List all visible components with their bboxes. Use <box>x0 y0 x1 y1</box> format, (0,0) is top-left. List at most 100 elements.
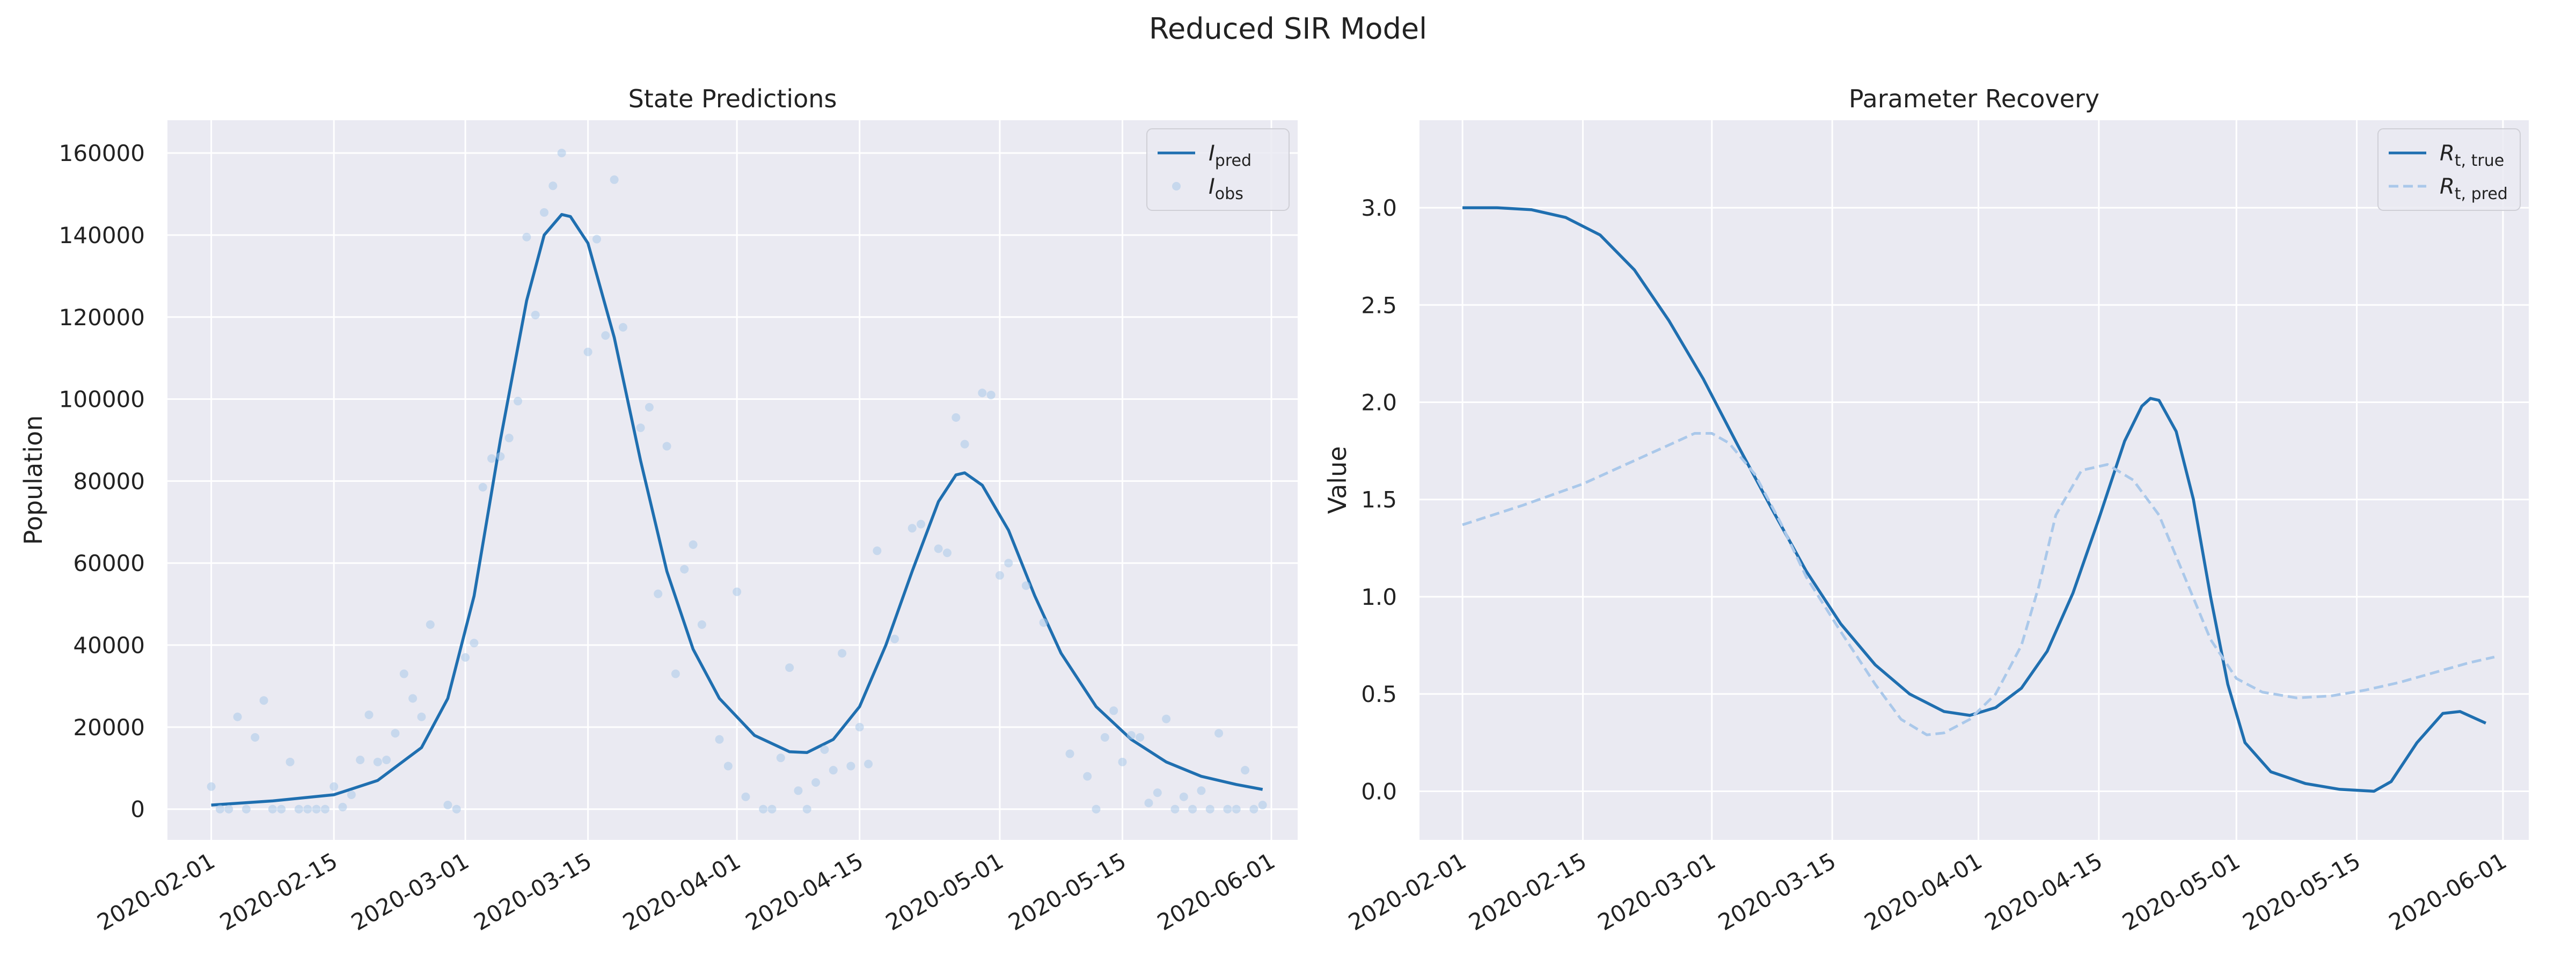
obs-point <box>382 756 391 764</box>
obs-point <box>864 759 873 769</box>
obs-point <box>741 792 750 801</box>
obs-point <box>373 757 382 766</box>
obs-point <box>233 712 242 721</box>
obs-point <box>689 540 698 549</box>
obs-point <box>470 639 479 648</box>
legend-label: Rt, pred <box>2440 174 2508 203</box>
obs-point <box>759 804 768 814</box>
obs-point <box>811 778 821 787</box>
obs-point <box>802 804 811 814</box>
obs-point <box>995 571 1004 580</box>
y-tick-label: 40000 <box>73 632 145 658</box>
obs-point <box>645 402 654 412</box>
obs-point <box>697 620 706 629</box>
obs-point <box>1249 804 1258 814</box>
obs-point <box>873 546 882 555</box>
y-tick-label: 0.0 <box>1361 778 1397 804</box>
obs-point <box>952 413 961 422</box>
obs-point <box>829 766 838 775</box>
obs-point <box>1144 799 1153 808</box>
obs-point <box>636 423 645 433</box>
obs-point <box>417 712 426 721</box>
obs-point <box>1136 733 1145 742</box>
obs-point <box>496 452 505 461</box>
y-tick-label: 160000 <box>59 140 145 166</box>
obs-point <box>654 589 663 598</box>
obs-point <box>680 565 689 574</box>
obs-point <box>820 745 829 754</box>
obs-point <box>338 802 347 811</box>
legend-subscript: obs <box>1215 185 1243 203</box>
obs-point <box>330 782 339 791</box>
obs-point <box>531 310 540 319</box>
y-tick-label: 2.0 <box>1361 390 1397 416</box>
obs-point <box>610 175 619 184</box>
obs-point <box>391 729 400 738</box>
obs-point <box>277 804 286 814</box>
obs-point <box>1188 804 1197 814</box>
obs-point <box>671 669 680 678</box>
y-tick-label: 20000 <box>73 714 145 741</box>
obs-point <box>978 389 987 398</box>
obs-point <box>268 804 277 814</box>
obs-point <box>443 801 452 810</box>
y-tick-label: 60000 <box>73 550 145 576</box>
obs-point <box>241 804 251 814</box>
legend-marker <box>1172 182 1181 191</box>
obs-point <box>286 757 295 766</box>
obs-point <box>399 669 408 678</box>
obs-point <box>1004 559 1013 568</box>
obs-point <box>1197 786 1206 795</box>
obs-point <box>215 804 224 814</box>
obs-point <box>890 634 899 643</box>
obs-point <box>1258 801 1267 810</box>
y-tick-label: 1.5 <box>1361 487 1397 513</box>
obs-point <box>1083 772 1092 781</box>
parameter-recovery-panel: 0.00.51.01.52.02.53.02020-02-012020-02-1… <box>1323 84 2529 936</box>
obs-point <box>294 804 303 814</box>
obs-point <box>312 804 321 814</box>
obs-point <box>1223 804 1232 814</box>
obs-point <box>461 653 470 662</box>
obs-point <box>452 804 461 814</box>
legend-box <box>1146 128 1290 211</box>
y-tick-label: 2.5 <box>1361 292 1397 318</box>
obs-point <box>1118 757 1127 766</box>
obs-point <box>908 524 917 533</box>
obs-point <box>540 208 548 217</box>
obs-point <box>767 804 777 814</box>
obs-point <box>934 544 943 553</box>
obs-point <box>356 756 365 764</box>
obs-point <box>1039 618 1048 627</box>
y-axis-label: Population <box>19 415 48 545</box>
obs-point <box>1153 788 1162 797</box>
legend-box <box>2377 128 2521 211</box>
obs-point <box>504 434 514 443</box>
y-tick-label: 100000 <box>59 386 145 413</box>
obs-point <box>514 397 523 406</box>
y-tick-label: 1.0 <box>1361 584 1397 610</box>
obs-point <box>426 620 435 629</box>
obs-point <box>715 735 724 744</box>
obs-point <box>1170 804 1180 814</box>
obs-point <box>583 347 592 356</box>
obs-point <box>1126 731 1136 740</box>
obs-point <box>522 232 531 241</box>
obs-point <box>960 440 969 449</box>
obs-point <box>303 804 312 814</box>
y-tick-label: 120000 <box>59 304 145 331</box>
obs-point <box>838 649 847 658</box>
legend-subscript: pred <box>1215 151 1252 170</box>
obs-point <box>723 762 733 771</box>
y-axis-label: Value <box>1323 446 1352 514</box>
series-line-0 <box>1462 206 2487 793</box>
obs-point <box>733 587 742 596</box>
obs-point <box>1214 729 1224 738</box>
obs-point <box>776 753 785 763</box>
obs-point <box>408 694 418 703</box>
obs-point <box>1162 714 1171 723</box>
obs-point <box>846 762 855 771</box>
axes-title: Parameter Recovery <box>1849 84 2099 113</box>
